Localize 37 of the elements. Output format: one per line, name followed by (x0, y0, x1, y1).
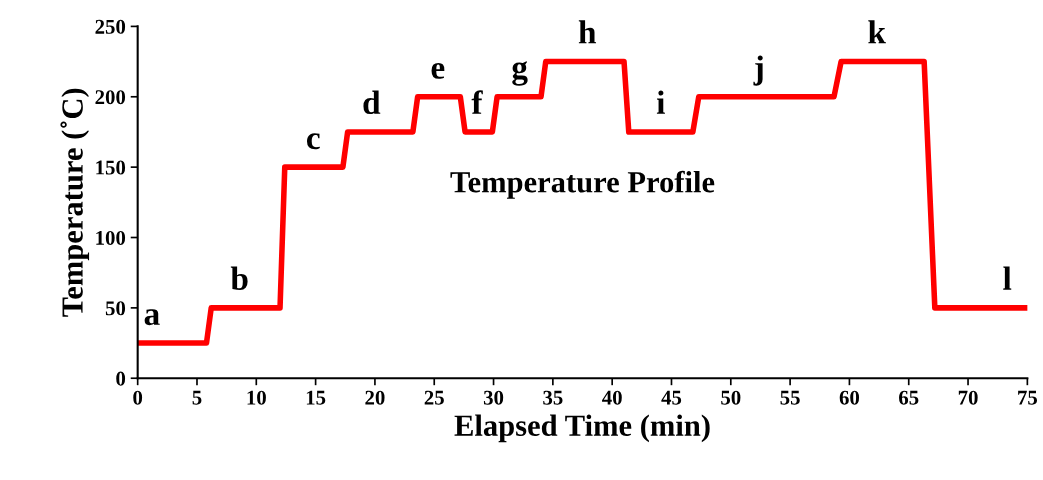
text: Temperature Profile (450, 170, 715, 199)
annotation: d (363, 90, 381, 115)
annotation: l (1003, 266, 1012, 290)
annotation: a (144, 309, 160, 326)
x-tick-label: 40 (602, 390, 622, 405)
x-tick-label: 75 (1018, 390, 1038, 405)
annotation: f (471, 90, 483, 114)
annotation: b (230, 266, 248, 290)
y-tick-label: 250 (95, 19, 126, 34)
y-tick-label: 50 (105, 301, 126, 316)
annotation: h (578, 20, 597, 44)
x-tick-label: 50 (721, 390, 741, 405)
annotation: j (753, 55, 763, 86)
x-tick-label: 55 (780, 390, 800, 405)
y-tick-label: 100 (96, 230, 126, 245)
x-tick-label: 25 (424, 390, 444, 405)
x-tick-label: 45 (661, 390, 682, 405)
x-tick-label: 5 (192, 390, 202, 405)
annotation: k (868, 20, 886, 44)
x-axis-title: Elapsed Time (min) (454, 414, 710, 443)
x-tick-label: 10 (247, 390, 266, 405)
y-tick-label: 200 (95, 90, 126, 105)
annotation: i (656, 90, 665, 114)
x-tick-label: 60 (839, 390, 860, 405)
annotation: e (431, 62, 445, 79)
y-tick-label: 0 (116, 371, 126, 386)
x-tick-label: 70 (958, 390, 978, 405)
x-tick-label: 35 (543, 390, 563, 405)
x-tick-label: 15 (306, 390, 326, 405)
x-tick-label: 0 (133, 390, 143, 405)
x-tick-label: 20 (365, 390, 385, 405)
y-tick-label: 150 (96, 160, 126, 175)
annotation: c (306, 133, 320, 150)
x-tick-label: 30 (483, 390, 504, 405)
y-axis-title: Temperature (˚C) (60, 88, 90, 317)
annotation: g (512, 61, 528, 86)
x-tick-label: 65 (899, 390, 919, 405)
